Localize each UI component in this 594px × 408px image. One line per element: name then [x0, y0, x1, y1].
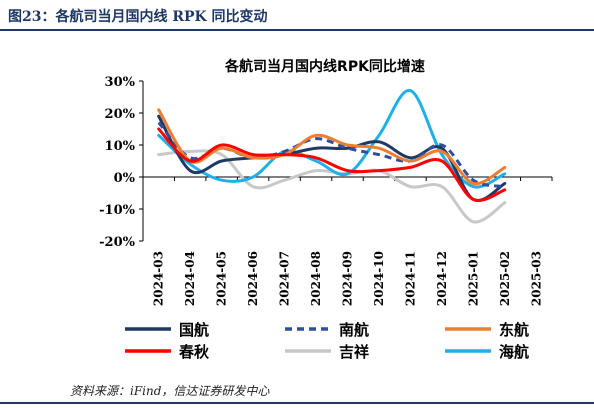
legend-label: 吉祥: [339, 343, 369, 361]
legend-label: 南航: [339, 321, 369, 339]
y-tick-label: 30%: [105, 75, 136, 90]
series-line-4: [157, 127, 507, 202]
y-tick-label: -10%: [99, 203, 135, 218]
y-tick-label: 20%: [105, 107, 136, 122]
x-tick-label: 2024-08: [309, 251, 323, 306]
x-tick-label: 2024-12: [435, 251, 449, 306]
y-tick-label: -20%: [99, 235, 135, 250]
series-line-6: [157, 89, 507, 189]
legend-label: 国航: [179, 321, 209, 339]
x-tick-label: 2024-09: [341, 251, 355, 306]
x-tick-label: 2024-04: [183, 251, 197, 306]
x-tick-label: 2024-07: [278, 251, 292, 306]
legend-label: 春秋: [179, 343, 210, 361]
source-note: 资料来源：iFind，信达证券研发中心: [70, 384, 270, 398]
legend-label: 东航: [499, 321, 529, 339]
bottom-divider: [0, 402, 594, 404]
rpk-line-chart: 各航司当月国内线RPK同比增速 -20% -10% 0% 10% 20% 30% 2024…: [99, 58, 553, 361]
x-tick-label: 2025-01: [466, 251, 480, 306]
x-tick-label: 2024-03: [152, 251, 166, 306]
series-line-3: [157, 108, 507, 186]
title-divider: [0, 29, 594, 31]
x-tick-label: 2024-10: [372, 251, 386, 306]
x-tick-label: 2025-02: [498, 251, 512, 306]
y-tick-label: 0%: [114, 171, 136, 186]
x-tick-label: 2024-06: [246, 251, 260, 306]
x-tick-label: 2024-11: [403, 251, 417, 306]
x-tick-label: 2024-05: [215, 251, 229, 306]
figure-title: 图23：各航司当月国内线 RPK 同比变动: [8, 9, 268, 25]
series-layer: [157, 89, 507, 224]
x-tick-label: 2025-03: [529, 251, 543, 306]
legend-label: 海航: [499, 343, 529, 361]
y-tick-label: 10%: [105, 139, 136, 154]
series-line-1: [157, 114, 507, 202]
x-tick-labels: 2024-03 2024-04 2024-05 2024-06 2024-07 2024-…: [152, 251, 544, 306]
chart-title: 各航司当月国内线RPK同比增速: [224, 58, 425, 75]
